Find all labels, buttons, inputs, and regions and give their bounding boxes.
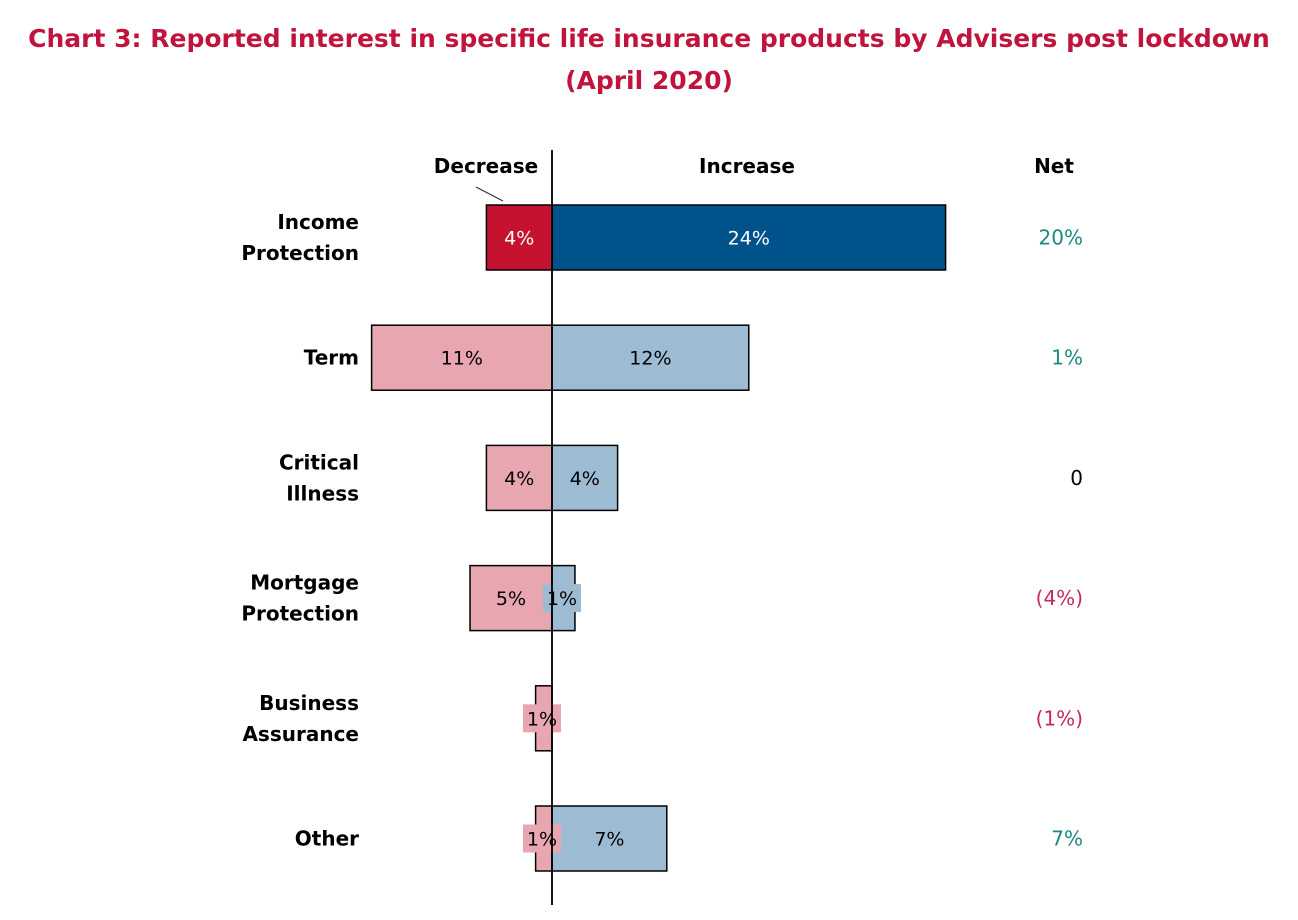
category-label: Assurance bbox=[242, 722, 359, 746]
category-label: Term bbox=[304, 346, 359, 370]
increase-bar bbox=[551, 444, 619, 512]
decrease-data-label: 4% bbox=[504, 228, 534, 250]
category-label: Critical bbox=[279, 450, 359, 474]
decrease-bar bbox=[469, 564, 553, 632]
decrease-bar bbox=[485, 204, 553, 271]
header-leader-line bbox=[475, 186, 504, 202]
net-value: 0 bbox=[1070, 466, 1083, 490]
category-label: Income bbox=[277, 210, 359, 234]
decrease-data-label: 1% bbox=[527, 708, 557, 730]
header-decrease: Decrease bbox=[434, 154, 538, 178]
category-label: Protection bbox=[241, 602, 359, 626]
decrease-label-backdrop bbox=[523, 824, 561, 853]
decrease-label-backdrop bbox=[523, 704, 561, 733]
net-value: (4%) bbox=[1036, 586, 1083, 610]
chart-title: Chart 3: Reported interest in specific l… bbox=[0, 18, 1298, 102]
category-label: Illness bbox=[286, 481, 359, 505]
category-label: Other bbox=[295, 827, 359, 851]
increase-data-label: 1% bbox=[547, 588, 577, 610]
decrease-data-label: 4% bbox=[504, 468, 534, 490]
increase-data-label: 12% bbox=[629, 348, 671, 370]
chart-title-line-1: Chart 3: Reported interest in specific l… bbox=[28, 24, 1270, 53]
increase-data-label: 24% bbox=[728, 228, 770, 250]
decrease-bar bbox=[485, 444, 553, 512]
plot-area: Decrease Increase Net Income Protection 4% 24%… bbox=[241, 150, 1083, 905]
net-value: 1% bbox=[1051, 346, 1083, 370]
category-label: Mortgage bbox=[250, 571, 359, 595]
net-value: 20% bbox=[1039, 226, 1083, 250]
increase-data-label: 4% bbox=[570, 468, 600, 490]
header-net: Net bbox=[1034, 154, 1074, 178]
decrease-data-label: 5% bbox=[496, 588, 526, 610]
category-label: Business bbox=[259, 691, 359, 715]
increase-data-label: 7% bbox=[594, 829, 624, 851]
increase-label-backdrop bbox=[543, 584, 581, 613]
decrease-data-label: 1% bbox=[527, 829, 557, 851]
increase-bar bbox=[551, 805, 668, 872]
header-increase: Increase bbox=[699, 154, 795, 178]
increase-bar bbox=[551, 324, 750, 391]
category-label: Protection bbox=[241, 241, 359, 265]
net-value: 7% bbox=[1051, 827, 1083, 851]
net-value: (1%) bbox=[1036, 706, 1083, 730]
decrease-data-label: 11% bbox=[441, 348, 483, 370]
chart-title-line-2: (April 2020) bbox=[565, 66, 733, 95]
